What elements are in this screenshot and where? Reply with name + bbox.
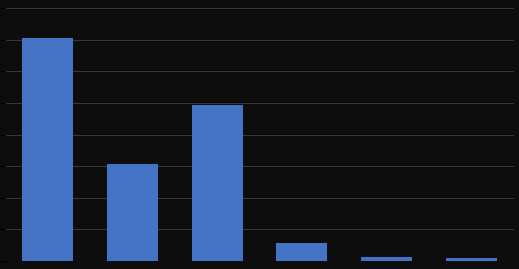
Bar (277, 243, 327, 261)
Bar (107, 164, 158, 261)
Bar (446, 258, 497, 261)
Bar (22, 38, 73, 261)
Bar (192, 105, 242, 261)
Bar (361, 257, 412, 261)
